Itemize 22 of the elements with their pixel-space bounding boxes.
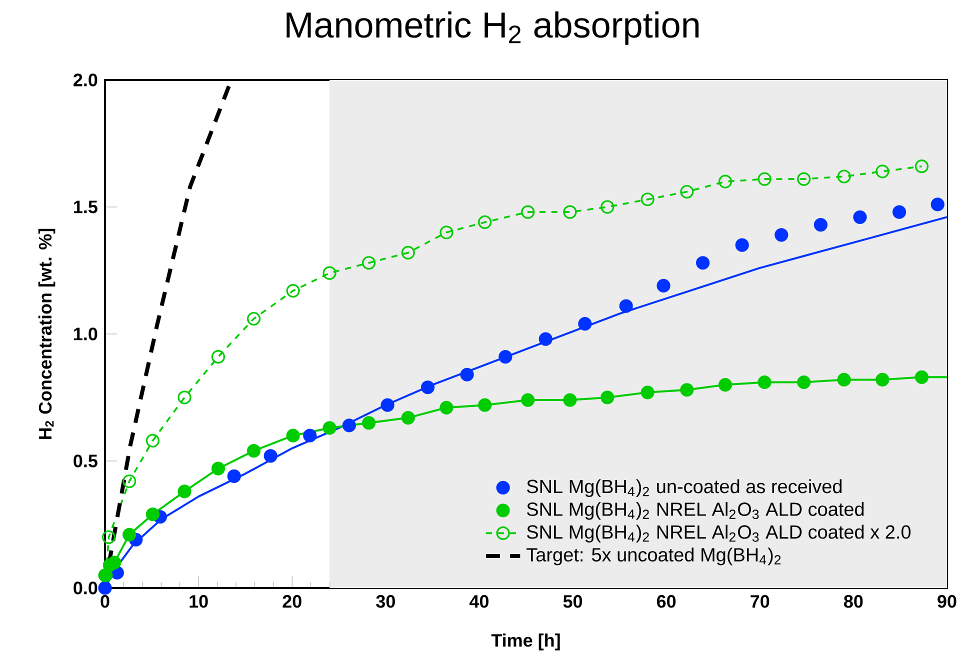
x-tick-label: 30 [376, 595, 395, 608]
x-tick-label: 40 [469, 595, 489, 608]
text: SNL Mg(BH$_{4}$)$_{2}$ NREL Al$_{2}$O$_{3}$ ALD coated [527, 502, 864, 520]
y-tick-label: 2.0 [74, 74, 98, 86]
chart-title: Manometric H$_{2}$ absorption [286, 11, 699, 45]
y-tick-label: 0.5 [74, 454, 98, 468]
y-tick-label: 1.5 [74, 200, 98, 214]
x-tick-label: 70 [750, 595, 770, 608]
x-tick-label: 10 [190, 595, 208, 608]
legend-label: Target: 5x uncoated Mg(BH$_{4}$)$_{2}$ [526, 548, 781, 566]
legend-label: SNL Mg(BH$_{4}$)$_{2}$ un-coated as received [527, 479, 842, 497]
text: SNL Mg(BH$_{4}$)$_{2}$ NREL Al$_{2}$O$_{3}$ ALD coated x 2.0 [527, 524, 911, 543]
x-tick-label: 0 [100, 595, 110, 608]
y-axis-title: H$_{2}$ Concentration [wt. %] [38, 228, 56, 439]
x-axis-title: Time [h] [491, 634, 560, 650]
x-tick-label: 60 [656, 595, 676, 608]
x-tick-label: 80 [844, 595, 863, 608]
y-tick-label: 0.0 [74, 582, 98, 594]
y-tick-label: 1.0 [74, 328, 98, 340]
x-tick-label: 50 [563, 595, 582, 608]
x-tick-label: 90 [938, 595, 956, 608]
x-tick-label: 20 [282, 595, 302, 608]
